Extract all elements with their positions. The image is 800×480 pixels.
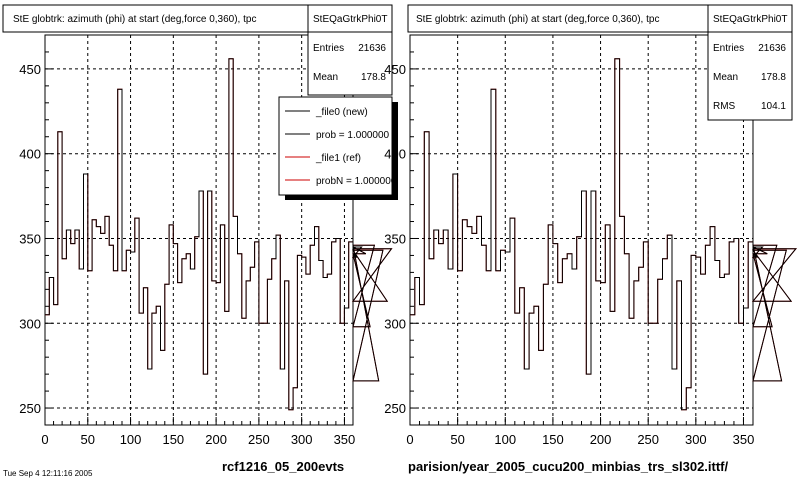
x-tick-label-right: 150	[542, 432, 564, 447]
stats-entries-label-left: Entries	[313, 43, 344, 54]
axes-right: 0 50 100 150 200 250 300 350 250 300 350 400 450	[384, 34, 755, 447]
stats-entries-label-right: Entries	[713, 43, 744, 54]
histogram-series-1-right	[410, 58, 797, 411]
x-tick-label-right: 350	[733, 432, 755, 447]
legend-label-3: probN = 1.000000	[316, 176, 397, 187]
stats-box-left	[307, 4, 393, 96]
stats-box-right	[707, 4, 793, 121]
x-tick-label-right: 100	[494, 432, 516, 447]
legend-box	[278, 96, 393, 196]
y-tick-label-left: 350	[19, 231, 41, 246]
y-tick-label-right: 250	[384, 401, 406, 416]
y-tick-label-left: 400	[19, 147, 41, 162]
y-tick-label-left: 450	[19, 62, 41, 77]
histogram-right	[410, 58, 797, 411]
footer-label-left: rcf1216_05_200evts	[222, 459, 344, 474]
stats-mean-value-left: 178.8	[361, 72, 386, 83]
stats-rms-label-right: RMS	[713, 101, 736, 112]
axes-left: 0 50 100 150 200 250 300 350 250 300 350 400 450	[19, 34, 356, 447]
stats-name-right: StEQaGtrkPhi0T	[713, 14, 787, 25]
plot-title-right: StE globtrk: azimuth (phi) at start (deg…	[416, 14, 659, 25]
stats-entries-value-right: 21636	[758, 43, 786, 54]
x-tick-label-right: 250	[637, 432, 659, 447]
stats-mean-value-right: 178.8	[761, 72, 786, 83]
x-tick-label-right: 0	[406, 432, 413, 447]
legend-label-2: _file1 (ref)	[315, 153, 361, 164]
corner-timestamp: Tue Sep 4 12:11:16 2005	[3, 469, 93, 478]
panel-left: 0 50 100 150 200 250 300 350 250 300 350 400 450 StE…	[2, 4, 398, 474]
y-tick-label-left: 300	[19, 316, 41, 331]
title-box-right	[407, 4, 709, 33]
plot-title-left: StE globtrk: azimuth (phi) at start (deg…	[13, 14, 256, 25]
y-tick-label-right: 300	[384, 316, 406, 331]
y-tick-label-left: 250	[19, 401, 41, 416]
histogram-left	[45, 58, 393, 411]
x-tick-label-left: 350	[334, 432, 356, 447]
x-tick-label-right: 200	[590, 432, 612, 447]
x-tick-label-left: 300	[291, 432, 313, 447]
y-tick-label-right: 400	[384, 147, 406, 162]
x-tick-label-right: 50	[450, 432, 464, 447]
y-tick-label-right: 450	[384, 62, 406, 77]
stats-name-left: StEQaGtrkPhi0T	[313, 14, 387, 25]
x-tick-label-left: 200	[205, 432, 227, 447]
x-tick-label-right: 300	[685, 432, 707, 447]
stats-rms-value-right: 104.1	[761, 101, 786, 112]
histogram-series-1-left	[45, 58, 393, 411]
y-tick-label-right: 350	[384, 231, 406, 246]
stats-mean-label-right: Mean	[713, 72, 738, 83]
stats-entries-value-left: 21636	[358, 43, 386, 54]
x-tick-label-left: 150	[162, 432, 184, 447]
x-tick-label-left: 50	[81, 432, 95, 447]
legend-label-0: _file0 (new)	[315, 107, 368, 118]
x-tick-label-left: 100	[120, 432, 142, 447]
legend-label-1: prob = 1.000000	[316, 130, 390, 141]
grid-right	[410, 35, 753, 425]
stats-mean-label-left: Mean	[313, 72, 338, 83]
footer-label-right: parision/year_2005_cucu200_minbias_trs_s…	[408, 459, 729, 474]
x-tick-label-left: 0	[41, 432, 48, 447]
panel-right: 0 50 100 150 200 250 300 350 250 300 350 400 450 StE…	[384, 4, 797, 474]
x-tick-label-left: 250	[248, 432, 270, 447]
